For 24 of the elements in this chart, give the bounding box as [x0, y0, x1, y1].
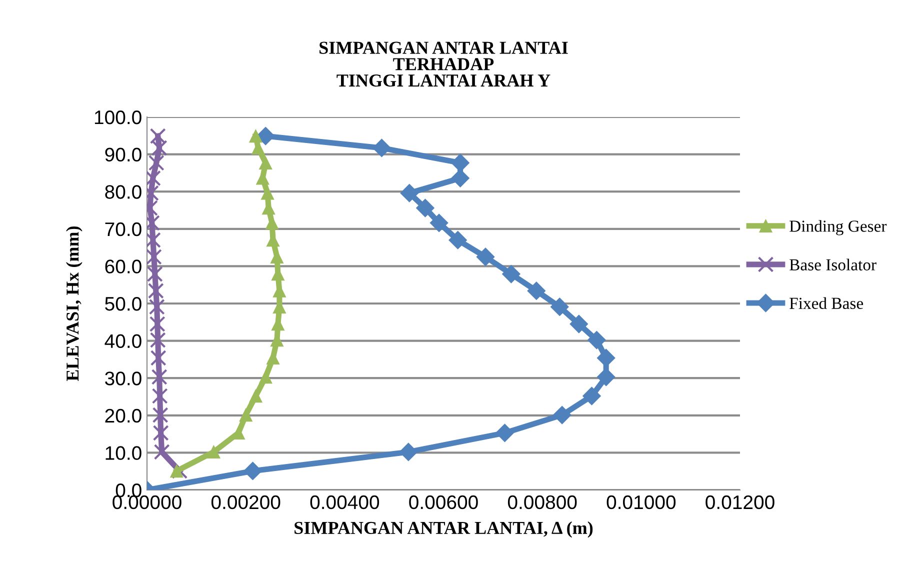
x-tick-label: 0.00000	[112, 495, 182, 510]
legend-label: Dinding Geser	[790, 220, 887, 236]
y-tick-label: 10.0	[106, 446, 142, 460]
chart-title: SIMPANGAN ANTAR LANTAI TERHADAP TINGGI LANTAI ARAH Y	[320, 42, 568, 87]
legend-label: Fixed Base	[790, 297, 864, 309]
legend-label: Base Isolator	[790, 258, 876, 270]
y-tick-label: 40.0	[104, 334, 142, 348]
y-tick-label: 0.0	[116, 483, 142, 498]
x-tick-label: 0.00200	[211, 495, 280, 510]
y-tick-label: 20.0	[105, 408, 142, 423]
y-axis-title: ELEVASI, Hx (mm)	[66, 226, 82, 382]
y-tick-label: 60.0	[105, 260, 142, 274]
y-tick-label: 90.0	[105, 148, 142, 162]
y-tick-label: 30.0	[105, 372, 142, 386]
x-tick-label: 0.00600	[409, 495, 478, 510]
x-tick-label: 0.00400	[310, 495, 380, 510]
y-tick-label: 50.0	[105, 296, 142, 311]
x-tick-label: 0.00800	[508, 495, 577, 510]
y-tick-label: 80.0	[105, 185, 142, 199]
y-tick-label: 100.0	[94, 110, 142, 124]
x-tick-label: 0.01200	[706, 495, 774, 510]
x-tick-label: 0.01000	[606, 495, 676, 510]
x-axis-title: SIMPANGAN ANTAR LANTAI, Δ (m)	[294, 521, 593, 538]
y-tick-label: 70.0	[105, 222, 142, 236]
